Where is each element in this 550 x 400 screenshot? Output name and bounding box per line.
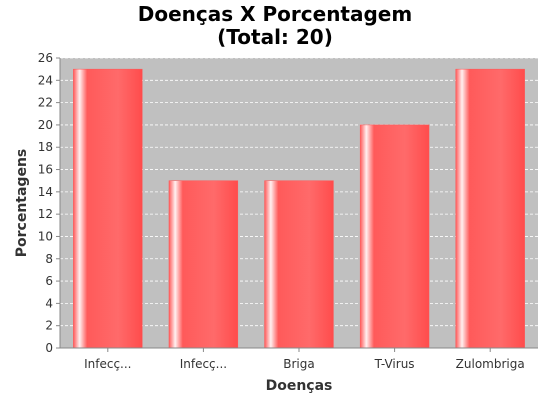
y-tick-label: 6 (45, 274, 53, 288)
chart-subtitle: (Total: 20) (217, 25, 333, 49)
y-tick-label: 20 (38, 118, 53, 132)
bars (73, 68, 525, 349)
bar (168, 180, 239, 349)
y-tick-label: 10 (38, 229, 53, 243)
x-tick-label: Infecç... (180, 357, 227, 371)
y-tick-label: 8 (45, 252, 53, 266)
y-tick-label: 16 (38, 163, 53, 177)
x-tick-label: Infecç... (84, 357, 131, 371)
y-tick-label: 22 (38, 96, 53, 110)
y-axis-label: Porcentagens (14, 149, 30, 258)
y-tick-label: 0 (45, 341, 53, 355)
bar (264, 180, 334, 349)
x-axis-label: Doenças (266, 378, 333, 394)
y-tick-label: 12 (38, 207, 53, 221)
y-tick-label: 14 (38, 185, 53, 199)
y-tick-label: 4 (45, 296, 53, 310)
y-tick-label: 26 (38, 51, 53, 65)
x-tick-label: Zulombriga (456, 357, 525, 371)
bar (359, 124, 430, 349)
x-ticks: Infecç... Infecç... Briga T-Virus Zulombriga (84, 348, 525, 371)
chart-title: Doenças X Porcentagem (138, 2, 412, 26)
y-tick-label: 2 (45, 319, 53, 333)
bar (455, 68, 525, 349)
y-tick-label: 18 (38, 140, 53, 154)
x-tick-label: Briga (283, 357, 314, 371)
x-tick-label: T-Virus (374, 357, 415, 371)
y-tick-label: 24 (38, 73, 53, 87)
bar (73, 68, 143, 349)
